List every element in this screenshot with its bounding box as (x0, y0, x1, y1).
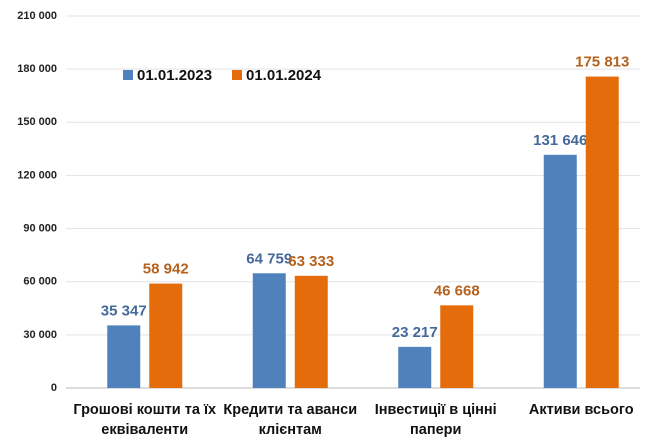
x-tick-label: Інвестиції в цінні папери (374, 402, 497, 438)
bar (252, 273, 286, 388)
bar (585, 76, 619, 389)
value-label: 23 217 (392, 324, 438, 341)
value-label: 46 668 (434, 282, 480, 299)
y-tick-label: 60 000 (23, 276, 57, 288)
x-tick-label: Активи всього (528, 402, 634, 418)
value-label: 175 813 (575, 54, 629, 71)
value-label: 63 333 (288, 253, 334, 270)
y-tick-label: 120 000 (17, 169, 57, 181)
legend-label: 01.01.2024 (246, 67, 322, 84)
bar (149, 283, 183, 388)
y-tick-label: 150 000 (17, 116, 57, 128)
legend-swatch (232, 70, 242, 80)
y-tick-label: 90 000 (23, 222, 57, 234)
y-tick-label: 180 000 (17, 63, 57, 75)
bar (107, 325, 141, 388)
bar (294, 275, 328, 388)
value-label: 64 759 (246, 250, 292, 267)
legend-swatch (123, 70, 133, 80)
y-tick-label: 30 000 (23, 329, 57, 341)
x-tick-label: Грошові кошти та їх еквіваленти (73, 402, 217, 438)
x-tick-label: Кредити та аванси клієнтам (223, 402, 358, 438)
bar (543, 154, 577, 388)
value-label: 58 942 (143, 261, 189, 278)
value-label: 131 646 (533, 132, 587, 149)
bar (440, 305, 474, 388)
y-tick-label: 210 000 (17, 10, 57, 22)
legend-label: 01.01.2023 (137, 67, 212, 84)
y-tick-label: 0 (51, 382, 57, 394)
value-label: 35 347 (101, 302, 147, 319)
bar (398, 346, 432, 388)
